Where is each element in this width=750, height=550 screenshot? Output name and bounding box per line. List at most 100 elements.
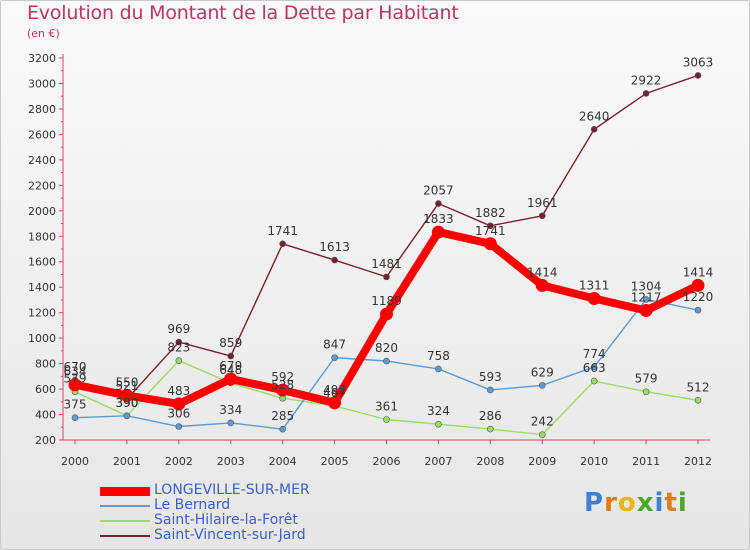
data-point-le-bernard	[538, 382, 546, 389]
x-tick-label: 2010	[580, 455, 608, 468]
y-tick-label: 2000	[28, 205, 56, 218]
y-tick-label: 800	[35, 358, 56, 371]
data-point-le-bernard	[71, 414, 79, 422]
data-point-saint-vincent-sur-jard	[435, 200, 442, 207]
legend-swatch	[100, 535, 150, 537]
logo-letter: i	[654, 488, 665, 518]
data-point-le-bernard	[590, 363, 598, 371]
data-point-longeville-sur-mer	[639, 304, 653, 318]
data-point-longeville-sur-mer	[276, 383, 290, 397]
x-tick-label: 2002	[165, 455, 193, 468]
x-tick-label: 2012	[684, 455, 712, 468]
data-label: 550	[115, 375, 138, 389]
data-label: 1741	[267, 224, 298, 238]
data-label: 3063	[683, 55, 714, 69]
legend-label: Saint-Hilaire-la-Forêt	[154, 512, 298, 528]
data-point-saint-hilaire-la-foret	[694, 396, 702, 404]
y-tick-label: 3000	[28, 77, 56, 90]
logo-letter: x	[636, 488, 655, 518]
data-label: 483	[167, 384, 190, 398]
data-point-longeville-sur-mer	[380, 307, 393, 321]
data-label: 2640	[579, 109, 610, 123]
data-label: 1414	[683, 265, 714, 279]
legend-label: Saint-Vincent-sur-Jard	[154, 527, 306, 543]
data-label: 1961	[527, 196, 558, 210]
data-point-longeville-sur-mer	[535, 278, 549, 292]
logo-letter: P	[584, 488, 605, 518]
data-label: 859	[219, 336, 242, 350]
data-label: 467	[323, 386, 346, 400]
y-tick-label: 400	[35, 409, 56, 422]
x-tick-label: 2001	[113, 455, 141, 468]
x-tick-label: 2011	[632, 455, 660, 468]
data-point-le-bernard	[123, 412, 131, 420]
y-tick-label: 1000	[28, 332, 56, 345]
proxiti-logo: Proxiti	[584, 488, 688, 518]
data-label: 2922	[631, 73, 662, 87]
x-tick-label: 2008	[476, 455, 504, 468]
data-point-longeville-sur-mer	[172, 397, 186, 411]
y-tick-label: 600	[35, 383, 56, 396]
data-point-saint-hilaire-la-foret	[383, 416, 390, 423]
y-tick-label: 2200	[28, 179, 56, 192]
x-tick-label: 2003	[217, 455, 245, 468]
data-point-le-bernard	[227, 419, 235, 427]
data-point-saint-vincent-sur-jard	[227, 352, 235, 360]
data-label: 634	[64, 365, 87, 379]
data-point-saint-vincent-sur-jard	[331, 256, 338, 264]
x-tick-label: 2000	[61, 455, 89, 468]
data-label: 390	[115, 396, 138, 410]
logo-letter: i	[677, 488, 688, 518]
data-label: 820	[375, 341, 398, 355]
data-label: 512	[687, 380, 710, 394]
data-label: 1613	[319, 240, 350, 254]
data-point-longeville-sur-mer	[68, 378, 82, 392]
data-label: 758	[427, 349, 450, 363]
x-tick-label: 2006	[373, 455, 401, 468]
y-tick-label: 2800	[28, 103, 56, 116]
unit-label: (en €)	[27, 27, 60, 40]
data-label: 969	[167, 322, 190, 336]
data-label: 1414	[527, 265, 558, 279]
data-label: 375	[64, 398, 87, 412]
data-label: 285	[271, 409, 294, 423]
data-point-longeville-sur-mer	[483, 237, 497, 251]
data-point-le-bernard	[331, 354, 338, 361]
data-point-le-bernard	[435, 365, 442, 373]
legend-swatch	[100, 486, 150, 496]
data-label: 286	[479, 409, 502, 423]
y-tick-label: 1400	[28, 281, 56, 294]
data-label: 2057	[423, 184, 454, 198]
data-point-saint-hilaire-la-foret	[538, 431, 546, 438]
data-point-saint-vincent-sur-jard	[642, 90, 650, 97]
data-point-saint-hilaire-la-foret	[487, 425, 494, 433]
y-tick-label: 1600	[28, 256, 56, 269]
data-point-le-bernard	[642, 296, 650, 303]
legend-swatch	[100, 505, 150, 507]
data-point-le-bernard	[175, 423, 183, 430]
data-label: 648	[219, 363, 242, 377]
data-label: 823	[167, 341, 190, 355]
data-point-saint-vincent-sur-jard	[175, 338, 183, 346]
data-point-longeville-sur-mer	[587, 292, 601, 306]
legend-label: Le Bernard	[154, 497, 231, 513]
data-point-le-bernard	[279, 425, 286, 433]
data-label: 1189	[371, 294, 402, 308]
data-point-saint-vincent-sur-jard	[279, 240, 286, 248]
data-label: 774	[583, 347, 606, 361]
y-tick-label: 2600	[28, 128, 56, 141]
data-label: 1304	[631, 279, 662, 293]
data-point-saint-hilaire-la-foret	[642, 388, 650, 396]
x-tick-label: 2007	[424, 455, 452, 468]
data-label: 521	[115, 379, 138, 393]
data-label: 390	[115, 396, 138, 410]
data-point-saint-vincent-sur-jard	[487, 222, 494, 230]
data-point-longeville-sur-mer	[120, 388, 134, 402]
logo-letter: r	[604, 488, 618, 518]
data-point-le-bernard	[694, 306, 702, 314]
data-point-saint-vincent-sur-jard	[538, 212, 546, 220]
data-point-saint-vincent-sur-jard	[590, 126, 598, 133]
data-label: 1311	[579, 279, 610, 293]
data-label: 1220	[683, 290, 714, 304]
data-label: 579	[635, 372, 658, 386]
